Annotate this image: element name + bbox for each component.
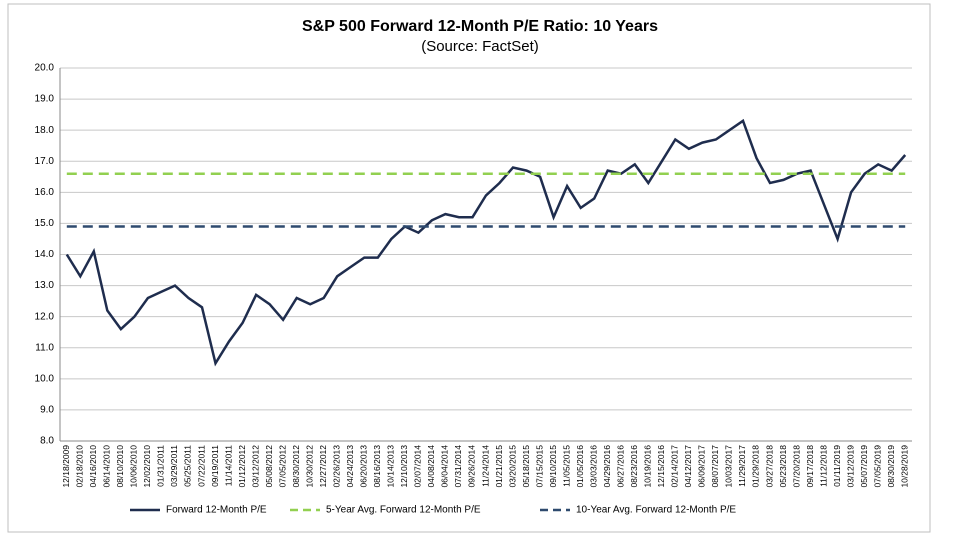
x-tick-label: 08/10/2010 xyxy=(115,445,125,488)
x-tick-label: 05/07/2019 xyxy=(859,445,869,488)
x-tick-label: 07/05/2019 xyxy=(872,445,882,488)
x-tick-label: 07/22/2011 xyxy=(196,445,206,487)
chart-subtitle: (Source: FactSet) xyxy=(421,38,539,55)
x-tick-label: 08/30/2012 xyxy=(291,445,301,488)
x-tick-label: 11/29/2017 xyxy=(737,445,747,487)
x-tick-label: 12/18/2009 xyxy=(61,445,71,488)
x-tick-label: 12/10/2013 xyxy=(399,445,409,488)
x-tick-label: 09/19/2011 xyxy=(210,445,220,487)
x-tick-label: 07/15/2015 xyxy=(534,445,544,488)
x-tick-label: 06/20/2013 xyxy=(359,445,369,488)
x-tick-label: 01/29/2018 xyxy=(751,445,761,488)
x-tick-label: 05/08/2012 xyxy=(264,445,274,488)
x-tick-label: 10/06/2010 xyxy=(129,445,139,488)
x-tick-label: 12/15/2016 xyxy=(656,445,666,488)
x-tick-label: 05/25/2011 xyxy=(183,445,193,487)
x-tick-label: 06/09/2017 xyxy=(697,445,707,488)
x-tick-label: 08/23/2016 xyxy=(629,445,639,488)
x-tick-label: 10/30/2012 xyxy=(304,445,314,488)
x-tick-label: 07/05/2012 xyxy=(277,445,287,488)
y-tick-label: 19.0 xyxy=(35,94,55,105)
x-tick-label: 04/08/2014 xyxy=(426,445,436,488)
x-tick-label: 01/05/2016 xyxy=(575,445,585,488)
x-tick-label: 02/14/2017 xyxy=(670,445,680,488)
x-tick-label: 01/21/2015 xyxy=(494,445,504,488)
legend-label: Forward 12-Month P/E xyxy=(166,505,267,516)
y-tick-label: 17.0 xyxy=(35,156,55,167)
x-tick-label: 04/16/2010 xyxy=(88,445,98,488)
y-tick-label: 20.0 xyxy=(35,63,55,74)
chart-border xyxy=(7,3,931,533)
y-tick-label: 9.0 xyxy=(40,405,54,416)
x-tick-label: 03/03/2016 xyxy=(588,445,598,488)
x-tick-label: 10/19/2016 xyxy=(643,445,653,488)
x-tick-label: 03/29/2011 xyxy=(169,445,179,487)
x-tick-label: 07/20/2018 xyxy=(791,445,801,488)
x-tick-label: 10/28/2019 xyxy=(899,445,909,488)
x-tick-label: 04/12/2017 xyxy=(683,445,693,488)
y-tick-label: 14.0 xyxy=(35,249,55,260)
x-tick-label: 09/17/2018 xyxy=(805,445,815,488)
x-tick-label: 09/26/2014 xyxy=(467,445,477,488)
x-tick-label: 02/18/2010 xyxy=(75,445,85,488)
x-tick-label: 11/12/2018 xyxy=(818,445,828,487)
x-tick-label: 06/14/2010 xyxy=(102,445,112,488)
x-tick-label: 01/11/2019 xyxy=(832,445,842,487)
x-tick-label: 02/26/2013 xyxy=(331,445,341,488)
x-tick-label: 02/07/2014 xyxy=(413,445,423,488)
x-tick-label: 05/23/2018 xyxy=(778,445,788,488)
x-tick-label: 11/24/2014 xyxy=(480,445,490,487)
y-tick-label: 18.0 xyxy=(35,125,55,136)
series-line xyxy=(65,118,907,367)
y-tick-label: 12.0 xyxy=(35,311,55,322)
x-tick-label: 10/14/2013 xyxy=(386,445,396,488)
y-tick-label: 8.0 xyxy=(40,436,54,447)
y-tick-label: 10.0 xyxy=(35,373,55,384)
legend-label: 10-Year Avg. Forward 12-Month P/E xyxy=(576,505,736,516)
x-tick-label: 05/18/2015 xyxy=(521,445,531,488)
x-tick-label: 08/07/2017 xyxy=(710,445,720,488)
y-tick-label: 15.0 xyxy=(35,218,55,229)
x-tick-label: 12/27/2012 xyxy=(318,445,328,488)
x-tick-label: 03/27/2018 xyxy=(764,445,774,488)
x-tick-label: 08/30/2019 xyxy=(886,445,896,488)
chart-title: S&P 500 Forward 12-Month P/E Ratio: 10 Y… xyxy=(302,18,658,35)
x-tick-label: 03/20/2015 xyxy=(507,445,517,488)
x-tick-label: 03/12/2019 xyxy=(845,445,855,488)
y-tick-label: 11.0 xyxy=(35,342,54,353)
y-tick-label: 13.0 xyxy=(35,280,55,291)
x-tick-label: 12/02/2010 xyxy=(142,445,152,488)
x-tick-label: 09/10/2015 xyxy=(548,445,558,488)
x-tick-label: 11/05/2015 xyxy=(561,445,571,487)
x-tick-label: 04/29/2016 xyxy=(602,445,612,488)
x-tick-label: 01/31/2011 xyxy=(156,445,166,487)
x-tick-label: 03/12/2012 xyxy=(250,445,260,488)
y-tick-label: 16.0 xyxy=(35,187,55,198)
x-tick-label: 01/12/2012 xyxy=(237,445,247,488)
x-tick-label: 06/27/2016 xyxy=(615,445,625,488)
x-tick-label: 06/04/2014 xyxy=(440,445,450,488)
x-tick-label: 10/03/2017 xyxy=(724,445,734,488)
x-tick-label: 04/24/2013 xyxy=(345,445,355,488)
x-tick-label: 08/16/2013 xyxy=(372,445,382,488)
x-tick-label: 11/14/2011 xyxy=(223,445,233,487)
x-tick-label: 07/31/2014 xyxy=(453,445,463,488)
legend-label: 5-Year Avg. Forward 12-Month P/E xyxy=(326,505,481,516)
